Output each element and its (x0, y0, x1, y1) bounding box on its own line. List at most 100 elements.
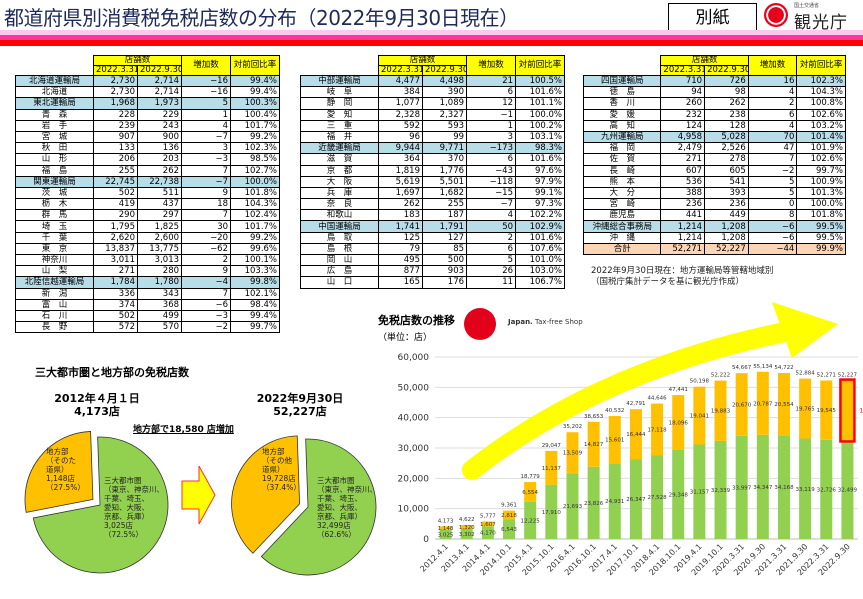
stores-2022-03-31: 255 (93, 164, 138, 177)
bar-regional-label: 1,148 (438, 526, 454, 532)
area-name: 山 口 (300, 276, 379, 289)
stores-2022-03-31: 536 (660, 175, 706, 188)
stores-2022-03-31: 2,479 (660, 142, 706, 155)
header-date1: 2022.3.31 (378, 65, 423, 76)
bar-total-label: 55,134 (753, 364, 773, 370)
stores-2022-09-30: 255 (421, 198, 468, 211)
increase: 47 (747, 142, 798, 155)
stores-2022-09-30: 2,600 (136, 231, 183, 244)
stores-2022-03-31: 1,784 (93, 276, 138, 289)
ratio: 99.5% (796, 220, 846, 233)
left-pie-regional-label: 地方部 （そのた 道県） 1,148店 （27.5%） (46, 447, 85, 492)
stores-2022-09-30: 1,973 (136, 97, 183, 110)
ratio: 98.4% (230, 298, 281, 311)
ratio: 103.3% (230, 265, 281, 278)
ratio: 98.3% (515, 142, 566, 155)
right-pie-date: 2022年9月30日 (256, 392, 344, 405)
increase: 21 (466, 74, 517, 88)
bar-regional-label: 19,765 (796, 407, 816, 413)
stores-2022-03-31: 228 (93, 108, 138, 121)
stores-2022-09-30: 726 (704, 74, 749, 88)
stores-2022-03-31: 441 (660, 209, 706, 222)
stores-2022-09-30: 1,825 (136, 220, 183, 233)
table-row: 山 形 206 203 −3 98.5% (15, 153, 281, 166)
stores-2022-09-30: 127 (421, 231, 468, 244)
increase: −6 (747, 231, 798, 244)
stores-2022-03-31: 5,619 (378, 175, 423, 188)
area-name: 高 知 (582, 119, 662, 132)
stores-2022-03-31: 124 (660, 119, 706, 132)
stores-2022-03-31: 572 (93, 321, 138, 334)
left-pie-date: 2012年４月１日 (54, 392, 140, 405)
header-date2: 2022.9.30 (421, 65, 468, 76)
ratio: 98.5% (230, 153, 281, 166)
stores-2022-03-31: 96 (378, 130, 423, 144)
stores-2022-09-30: 229 (136, 108, 183, 121)
area-name: 奈 良 (300, 198, 379, 211)
table-row: 北海道 2,730 2,714 −16 99.4% (15, 86, 281, 99)
table-row: 佐 賀 271 278 7 102.6% (582, 153, 846, 166)
ratio: 103.0% (515, 265, 566, 278)
bar-regional (693, 386, 706, 445)
table-row: 石 川 502 499 −3 99.4% (15, 309, 281, 323)
stores-2022-03-31: 502 (93, 309, 138, 323)
bar-regional-label: 18,096 (669, 421, 689, 427)
area-name: 長 野 (15, 321, 94, 334)
bar-total-label: 35,202 (563, 424, 582, 430)
bar-metro-label: 4,170 (480, 531, 496, 537)
increase: 5 (747, 186, 798, 200)
logo-text: Tax-free Shop (534, 318, 583, 326)
stores-2022-09-30: 238 (704, 108, 749, 121)
increase: −3 (181, 309, 232, 323)
bar-metro-label: 32,726 (817, 487, 837, 493)
y-tick-label: 30,000 (398, 444, 430, 454)
ratio: 101.0% (515, 253, 566, 267)
table-row: 山 口 165 176 11 106.7% (300, 276, 566, 289)
increase: −15 (466, 186, 517, 200)
header-increase: 増加数 (747, 55, 798, 76)
increase: 7 (181, 209, 232, 222)
ratio: 97.6% (515, 164, 566, 177)
bar-regional-label: 19,041 (690, 414, 709, 420)
stores-2022-09-30: 5,028 (704, 130, 749, 144)
transition-arrow-icon (181, 465, 216, 525)
header-blank (583, 55, 661, 76)
stores-2022-09-30: 52,227 (704, 242, 749, 256)
stores-2022-09-30: 22,738 (136, 175, 183, 188)
stores-2022-03-31: 232 (660, 108, 706, 121)
stores-2022-03-31: 336 (93, 287, 138, 300)
ratio: 102.3% (796, 74, 846, 88)
area-name: 大 分 (582, 186, 662, 200)
area-name: 合計 (582, 242, 662, 256)
stores-2022-09-30: 511 (136, 186, 183, 200)
bar-metro-label: 33,997 (732, 485, 752, 491)
bar-total-label: 52,227 (838, 373, 858, 379)
bar-regional-label: 11,137 (542, 466, 562, 472)
area-name: 三 重 (300, 119, 379, 132)
bar-metro (566, 473, 579, 539)
ratio: 100.3% (230, 97, 281, 110)
right-pie-total: 52,227店 (273, 405, 327, 418)
ratio: 101.7% (230, 119, 281, 132)
increase: −3 (181, 153, 232, 166)
bar-regional (651, 403, 664, 456)
stores-2022-09-30: 900 (136, 130, 183, 144)
stores-2022-03-31: 1,795 (93, 220, 138, 233)
header-stripe-light (0, 30, 863, 35)
attachment-label: 別紙 (668, 3, 757, 33)
stores-2022-03-31: 52,271 (660, 242, 706, 256)
area-name: 富 山 (15, 298, 94, 311)
bar-metro-label: 31,157 (690, 490, 710, 496)
ratio: 100.4% (230, 108, 281, 121)
area-name: 鹿児島 (582, 209, 662, 222)
table-row: 秋 田 133 136 3 102.3% (15, 142, 281, 155)
stores-2022-03-31: 384 (378, 86, 423, 99)
area-name: 北海道運輸局 (15, 74, 94, 88)
stores-2022-09-30: 368 (136, 298, 183, 311)
table-row: 兵 庫 1,697 1,682 −15 99.1% (300, 186, 566, 200)
table-row: 神奈川 3,011 3,013 2 100.1% (15, 253, 281, 267)
bar-metro-label: 26,347 (626, 497, 646, 503)
bar-regional-label: 19,883 (711, 409, 731, 415)
stores-2022-09-30: 262 (136, 164, 183, 177)
stores-2022-09-30: 13,775 (136, 242, 183, 256)
